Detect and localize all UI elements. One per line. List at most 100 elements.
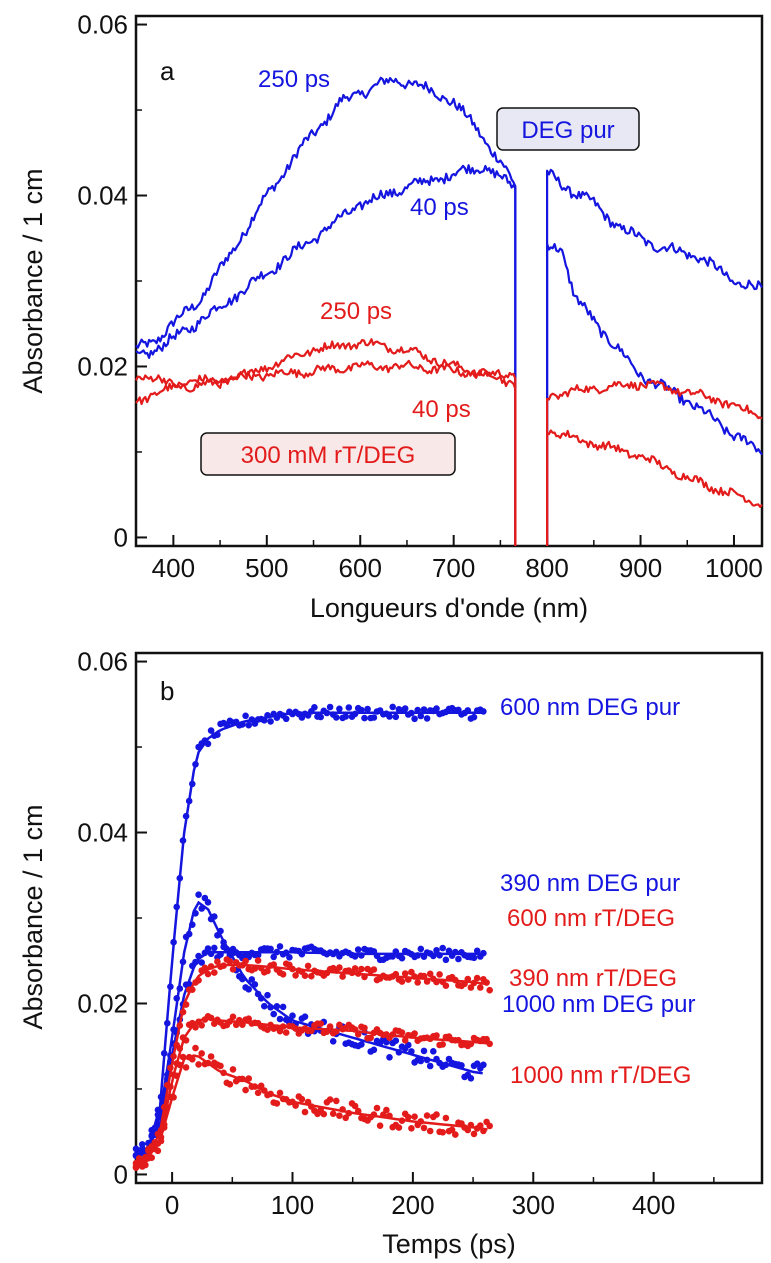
data-point [345,704,353,711]
data-point [392,1037,400,1044]
data-point [420,1124,428,1132]
data-point [279,971,287,978]
data-point [139,1163,146,1170]
panel-b-y-tick-label-0: 0 [114,1159,128,1189]
data-point [367,1034,375,1042]
series-label-390-nm-deg-pur: 390 nm DEG pur [500,870,680,897]
data-point [414,979,422,986]
data-point [398,954,406,962]
data-point [198,1022,205,1029]
data-point [333,714,340,721]
fit-line-1000-nm-deg-pur [135,900,483,1159]
panel-a-y-tick-label-2: 0.04 [77,181,128,211]
data-point [405,1041,412,1049]
data-point [248,976,256,983]
data-point [477,984,484,991]
data-point [358,965,365,973]
data-point [229,1066,237,1073]
data-point [204,970,212,978]
data-point [182,1064,190,1071]
data-point [336,1112,343,1119]
panel-a-letter: a [160,56,175,86]
data-point [433,947,440,954]
series-line-blue-250ps [135,76,763,546]
data-point [226,958,234,965]
data-point [226,1081,234,1088]
data-point [207,1053,215,1060]
data-point [420,706,428,713]
data-point [433,705,440,712]
data-point [439,1041,447,1048]
panel-a-x-tick-label-600: 600 [339,553,382,583]
label-red-250ps: 250 ps [320,298,392,325]
data-point [473,947,481,955]
data-point [426,1062,434,1070]
data-point [264,991,271,999]
series-390-nm-rt-deg [132,1013,494,1167]
data-point [433,1111,440,1118]
data-point [326,1096,334,1103]
data-point [282,715,290,723]
data-point [398,1029,406,1036]
data-point [317,1020,325,1027]
panel-b-letter: b [160,676,174,706]
data-point [267,945,274,953]
panel-a-y-tick-label-3: 0.06 [77,10,128,40]
data-point [282,1029,290,1036]
data-point [311,704,318,711]
data-point [420,1047,428,1055]
panel-a-chart: 400 500 600 700 800 900 1000 0 0.02 0.04 0.06 a Lo… [18,10,764,623]
data-point [370,966,378,973]
data-point [405,1113,412,1121]
data-point [411,715,418,723]
data-point [270,1010,278,1018]
deg-pur-box-label: DEG pur [521,117,614,144]
data-point [445,947,453,955]
data-point [354,946,362,953]
data-point [329,1110,337,1117]
data-point [308,972,315,980]
series-1000-nm-deg-pur [132,891,487,1162]
data-point [276,943,284,950]
data-point [455,955,462,963]
data-point [486,1040,494,1048]
data-point [370,1046,378,1054]
data-point [389,703,397,711]
fit-line-390-nm-deg-pur [135,950,483,1159]
data-point [339,973,346,980]
fit-line-600-nm-deg-pur [135,711,483,1159]
data-point [254,957,262,964]
panel-b-x-tick-label-100: 100 [271,1190,314,1220]
data-point [361,714,368,722]
data-point [417,712,425,720]
data-point [439,944,447,952]
data-point [383,1106,390,1114]
data-point [211,944,218,952]
data-point [214,958,221,965]
series-600-nm-deg-pur [132,703,487,1163]
panel-a-x-tick-label-500: 500 [245,553,288,583]
data-point [207,727,215,734]
panel-b-x-tick-label-200: 200 [391,1190,434,1220]
data-point [211,969,218,976]
data-point [326,703,334,711]
series-line-blue-40ps [135,164,763,546]
panel-a-x-tick-label-700: 700 [432,553,475,583]
data-point [442,982,450,989]
panel-a-x-tick-label-400: 400 [152,553,195,583]
data-point [417,1057,425,1065]
data-point [401,970,409,977]
data-point [470,713,478,721]
data-point [132,1145,140,1153]
data-point [245,986,252,993]
data-point [351,1102,359,1110]
data-point [364,705,371,713]
series-label-600-nm-deg-pur: 600 nm DEG pur [500,694,680,721]
data-point [426,1127,434,1135]
data-point [351,965,359,972]
data-point [470,954,478,962]
data-point [411,1030,418,1037]
panel-a-y-tick-label-1: 0.02 [77,351,128,381]
data-point [270,953,278,961]
fit-line-1000-nm-rt-deg [135,1054,488,1167]
